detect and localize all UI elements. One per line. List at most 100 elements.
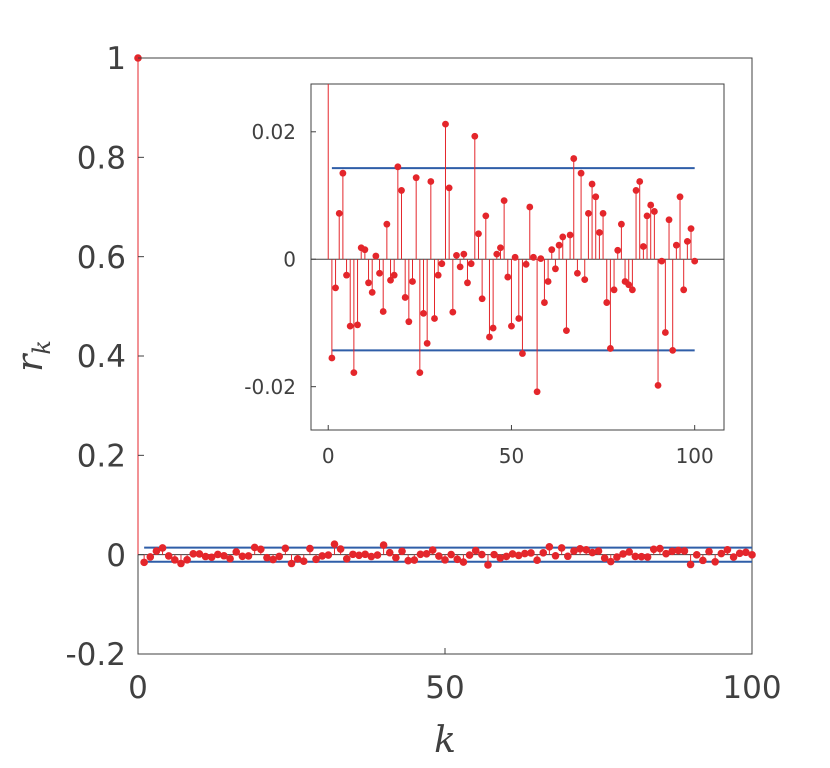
inset-point-24 xyxy=(412,174,420,182)
inset-point-91 xyxy=(658,257,666,265)
main-point-78 xyxy=(613,553,621,561)
main-point-88 xyxy=(674,546,683,555)
main-point-90 xyxy=(686,560,695,569)
inset-x-tick-label: 0 xyxy=(322,444,335,468)
main-point-22 xyxy=(269,555,277,564)
inset-point-100 xyxy=(691,257,699,265)
main-point-100 xyxy=(748,551,756,559)
inset-point-7 xyxy=(350,369,358,377)
main-point-91 xyxy=(692,551,701,559)
inset-point-17 xyxy=(387,276,394,284)
main-point-49 xyxy=(435,552,443,560)
main-y-tick-label: 0.6 xyxy=(77,240,126,276)
main-point-32 xyxy=(330,540,339,548)
inset-point-29 xyxy=(431,315,438,322)
main-point-8 xyxy=(183,555,191,564)
main-point-60 xyxy=(502,552,511,561)
inset-point-25 xyxy=(416,369,424,377)
main-point-20 xyxy=(257,545,265,554)
inset-point-60 xyxy=(544,278,552,285)
main-x-tick-label: 0 xyxy=(128,670,148,706)
inset-point-97 xyxy=(680,286,688,294)
inset-point-83 xyxy=(628,286,636,294)
inset-point-10 xyxy=(361,246,369,254)
main-point-38 xyxy=(367,552,376,561)
inset-y-tick-label: 0.02 xyxy=(251,120,296,144)
inset-point-89 xyxy=(650,208,658,215)
inset-point-22 xyxy=(405,318,413,326)
inset-point-77 xyxy=(606,345,614,352)
x-axis-label: k xyxy=(434,720,456,761)
inset-point-56 xyxy=(530,253,537,261)
main-point-23 xyxy=(275,552,284,561)
inset-confidence-band xyxy=(331,167,695,352)
main-point-12 xyxy=(207,553,216,562)
inset-point-8 xyxy=(354,321,361,329)
inset-point-21 xyxy=(401,294,409,301)
main-x-tick-label: 50 xyxy=(425,670,464,706)
main-point-76 xyxy=(600,554,609,562)
inset-point-16 xyxy=(383,220,391,228)
inset-point-23 xyxy=(409,278,416,285)
inset-stems xyxy=(327,84,699,396)
main-point-34 xyxy=(342,554,351,563)
inset-point-44 xyxy=(486,333,493,341)
inset-y-ticks: -0.02 0 0.02 xyxy=(244,120,316,399)
inset-point-19 xyxy=(394,163,402,171)
inset-point-11 xyxy=(365,279,372,287)
inset-point-31 xyxy=(438,260,446,268)
inset-point-63 xyxy=(555,241,563,249)
inset-point-53 xyxy=(519,350,526,357)
inset-point-86 xyxy=(639,243,647,250)
main-point-54 xyxy=(465,551,474,559)
inset-point-72 xyxy=(588,180,596,188)
main-point-45 xyxy=(410,556,419,564)
main-point-72 xyxy=(576,545,584,553)
main-point-70 xyxy=(564,552,572,561)
main-point-1 xyxy=(140,558,148,567)
inset-point-82 xyxy=(625,281,633,289)
inset-point-12 xyxy=(368,288,376,296)
inset-point-35 xyxy=(453,252,460,259)
inset-point-92 xyxy=(661,329,669,336)
inset-point-61 xyxy=(548,246,556,254)
inset-point-41 xyxy=(475,230,482,238)
inset-point-80 xyxy=(617,220,625,228)
inset-point-43 xyxy=(482,212,490,220)
inset-point-84 xyxy=(632,187,640,194)
main-point-52 xyxy=(453,555,462,564)
y-axis-label-main: r xyxy=(10,353,51,372)
inset-point-96 xyxy=(676,193,684,201)
inset-point-74 xyxy=(596,229,603,236)
main-point-96 xyxy=(723,545,732,554)
inset-point-62 xyxy=(552,265,559,273)
main-point-92 xyxy=(699,556,707,565)
main-point-50 xyxy=(441,556,449,564)
main-point-6 xyxy=(171,556,179,564)
main-point-55 xyxy=(471,546,480,555)
inset-point-65 xyxy=(563,327,570,334)
main-point-81 xyxy=(631,552,640,561)
main-point-82 xyxy=(637,552,646,561)
main-point-46 xyxy=(416,550,425,559)
inset-point-47 xyxy=(497,244,504,252)
main-point-9 xyxy=(189,549,198,558)
inset-point-67 xyxy=(570,155,578,162)
inset-point-34 xyxy=(449,308,457,316)
main-point-42 xyxy=(392,553,400,562)
inset-point-54 xyxy=(522,260,530,268)
inset-point-94 xyxy=(669,346,677,354)
main-point-17 xyxy=(238,552,247,561)
main-point-59 xyxy=(496,554,505,562)
inset-point-73 xyxy=(592,193,600,201)
inset-point-99 xyxy=(687,225,695,233)
inset-point-59 xyxy=(541,299,548,306)
main-point-14 xyxy=(220,551,228,560)
inset-point-75 xyxy=(599,209,607,217)
inset-point-2 xyxy=(332,284,339,292)
main-point-11 xyxy=(201,552,210,561)
main-point-80 xyxy=(625,548,633,556)
inset-point-13 xyxy=(372,252,380,260)
inset-point-55 xyxy=(526,203,534,211)
inset-point-33 xyxy=(445,184,453,192)
